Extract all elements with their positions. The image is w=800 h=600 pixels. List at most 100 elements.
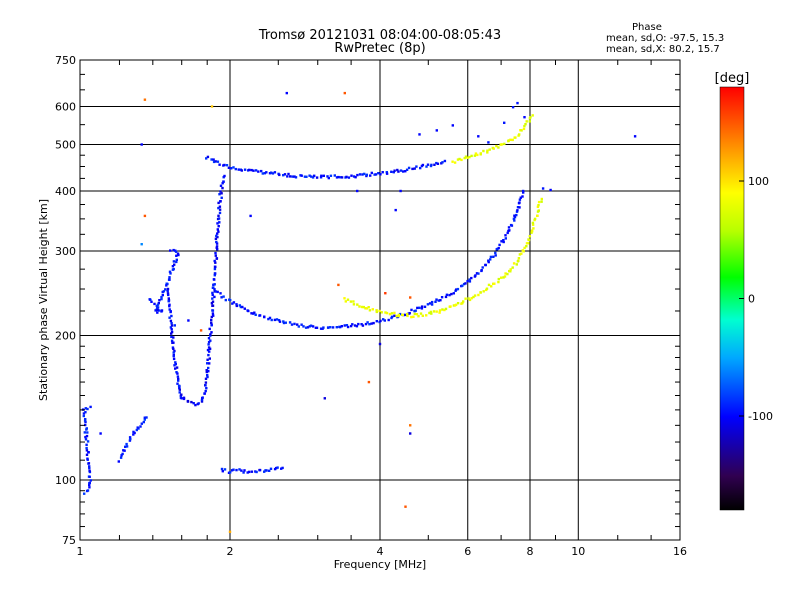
data-point (319, 176, 323, 179)
data-point (263, 172, 266, 175)
data-point (172, 357, 176, 361)
data-point (340, 325, 343, 328)
data-point (517, 202, 521, 205)
data-point (82, 414, 85, 418)
data-point (216, 160, 220, 163)
data-point (393, 314, 396, 317)
data-point (88, 465, 91, 468)
data-point (87, 462, 91, 465)
data-point (441, 161, 444, 164)
data-point (477, 272, 480, 275)
data-point (214, 251, 217, 255)
data-point (205, 387, 208, 390)
data-point (167, 300, 170, 303)
data-point (361, 173, 364, 176)
data-point (173, 263, 176, 266)
data-point (214, 265, 217, 269)
data-point (161, 293, 164, 297)
y-tick-label: 750 (55, 54, 76, 67)
data-point (212, 278, 216, 281)
data-point (210, 105, 214, 108)
data-point (451, 160, 454, 163)
data-point (456, 302, 460, 305)
data-point (285, 91, 288, 95)
data-point (207, 366, 210, 370)
data-point (353, 324, 357, 327)
data-point (143, 214, 147, 218)
data-point (297, 325, 300, 328)
data-point (322, 174, 325, 177)
data-point (418, 133, 421, 136)
y-tick-label: 400 (55, 185, 76, 198)
data-point (232, 166, 235, 169)
data-point (218, 221, 221, 224)
data-point (194, 403, 197, 407)
phase-stats-o-mode: mean, sd,O: -97.5, 15.3 (606, 33, 725, 44)
data-point (220, 196, 223, 199)
data-point (423, 305, 427, 308)
data-point (174, 250, 178, 253)
data-point (253, 311, 256, 314)
data-point (269, 467, 273, 470)
data-point (503, 142, 506, 146)
data-point (84, 423, 87, 427)
data-point (175, 254, 178, 257)
data-point (522, 191, 525, 194)
data-point (502, 239, 505, 242)
data-point (445, 293, 449, 296)
data-point (364, 322, 368, 326)
data-point (531, 223, 535, 226)
data-point (435, 298, 438, 301)
data-point (165, 282, 168, 285)
data-point (369, 174, 372, 177)
data-point (429, 310, 433, 314)
data-point (358, 173, 362, 176)
data-point (323, 397, 326, 400)
data-point (89, 405, 92, 409)
data-point (479, 291, 482, 294)
data-point (413, 167, 416, 170)
data-point (356, 303, 359, 306)
data-point (384, 292, 387, 295)
data-point (221, 186, 224, 190)
data-point (497, 246, 500, 250)
data-point (420, 307, 424, 310)
data-point (158, 309, 161, 312)
data-point (84, 438, 88, 441)
data-point (390, 312, 394, 315)
chart-subtitle: RwPretec (8p) (334, 41, 426, 56)
data-point (365, 173, 368, 176)
data-point (477, 293, 480, 297)
data-point (213, 283, 216, 286)
data-point (319, 327, 323, 330)
data-point (168, 316, 171, 319)
data-point (222, 180, 225, 183)
data-point (506, 272, 509, 276)
data-point (207, 340, 211, 344)
data-point (176, 382, 179, 385)
data-point (287, 172, 290, 176)
data-point (405, 168, 409, 171)
data-point (210, 321, 213, 324)
data-point (470, 154, 473, 158)
data-point (411, 167, 414, 171)
data-point (200, 398, 204, 402)
data-point (494, 254, 497, 257)
data-point (337, 175, 340, 179)
data-point (140, 422, 143, 425)
data-point (462, 300, 465, 303)
data-point (177, 379, 180, 382)
data-point (480, 269, 483, 272)
data-point (419, 312, 423, 315)
data-point (208, 347, 212, 350)
data-point (294, 176, 298, 179)
data-point (309, 324, 313, 327)
data-point (217, 201, 220, 205)
data-point (208, 357, 211, 360)
data-point (231, 302, 234, 305)
data-point (468, 280, 472, 283)
grid-lines (80, 60, 680, 540)
data-point (247, 309, 250, 313)
data-point (509, 223, 513, 227)
data-point (515, 213, 518, 217)
